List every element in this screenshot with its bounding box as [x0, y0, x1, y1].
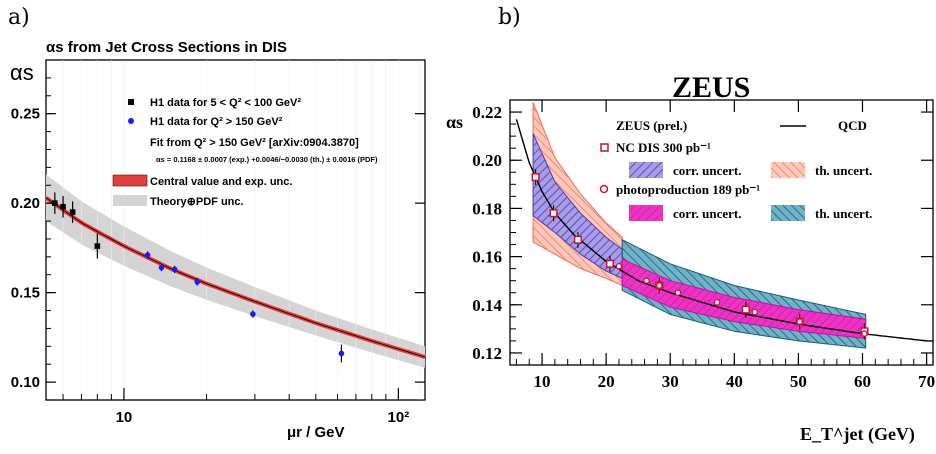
- b-ytick-label: 0.14: [472, 296, 502, 315]
- b-ytick-label: 0.22: [472, 103, 502, 122]
- b-ytick-label: 0.16: [472, 248, 502, 267]
- b-legend-nc: NC DIS 300 pb⁻¹: [616, 140, 711, 155]
- b-legend-qcd: QCD: [838, 118, 867, 133]
- b-php-point: [861, 330, 868, 337]
- b-xtick-label: 20: [598, 372, 615, 391]
- a-point-high: [194, 279, 201, 285]
- b-points-layer: [531, 169, 869, 340]
- a-ticks-layer: 0.10 0.15 0.20 0.25 10 10²: [11, 77, 425, 426]
- a-legend-theory: Theory⊕PDF unc.: [150, 196, 244, 208]
- b-bands-layer: [532, 102, 867, 349]
- a-ytick-label: 0.10: [11, 374, 40, 391]
- b-xtick-label: 60: [854, 372, 871, 391]
- panel-a: a) αs from Jet Cross Sections in DIS 0.1…: [8, 5, 426, 441]
- a-legend-fit-title: Fit from Q² > 150 GeV² [arXiv:0904.3870]: [150, 137, 359, 149]
- b-nc-point: [549, 209, 558, 218]
- b-ticks-layer: 0.12 0.14 0.16 0.18 0.20 0.22 10 20 30 40 50 60 70: [472, 100, 935, 391]
- a-point-low: [69, 209, 76, 215]
- b-legend-header: ZEUS (prel.): [616, 118, 687, 133]
- b-nc-point: [605, 259, 615, 268]
- b-legend-nc-th: th. uncert.: [815, 163, 872, 178]
- a-legend-marker-low: [128, 99, 134, 105]
- b-php-point: [713, 299, 721, 306]
- b-php-point: [643, 277, 650, 284]
- a-ylabel: αs: [10, 60, 34, 85]
- b-php-point: [796, 318, 803, 325]
- b-nc-point: [573, 235, 582, 244]
- a-xlabel: μr / GeV: [287, 424, 345, 441]
- a-legend-marker-high: [128, 118, 134, 124]
- b-legend-nc-corr: corr. uncert.: [673, 163, 741, 178]
- b-xtick-label: 30: [662, 372, 679, 391]
- a-fit-curve-layer: [44, 196, 426, 360]
- a-point-low: [94, 243, 101, 249]
- b-php-point: [615, 262, 623, 270]
- b-legend-php: photoproduction 189 pb⁻¹: [616, 182, 760, 197]
- b-ylabel: αs: [446, 112, 463, 132]
- b-ytick-label: 0.20: [472, 151, 502, 170]
- b-legend-php-corr-swatch: [629, 205, 663, 221]
- b-legend-nc-marker: [600, 143, 609, 152]
- b-nc-point: [741, 305, 750, 314]
- a-point-high: [144, 252, 151, 258]
- a-ytick-label: 0.20: [11, 195, 40, 212]
- a-ytick-label: 0.15: [11, 285, 40, 302]
- b-xlabel: E_T^jet (GeV): [800, 424, 915, 445]
- a-point-high: [171, 266, 178, 273]
- b-legend-php-marker: [599, 184, 609, 194]
- b-php-point: [656, 282, 663, 289]
- b-legend-nc-corr-swatch: [629, 162, 663, 178]
- a-legend-fit-formula: αs = 0.1168 ± 0.0007 (exp.) +0.0046/−0.0…: [156, 155, 378, 164]
- b-ytick-label: 0.18: [472, 199, 502, 218]
- a-legend: H1 data for 5 < Q² < 100 GeV² H1 data fo…: [112, 97, 378, 208]
- a-point-high: [158, 264, 165, 271]
- panel-a-title: αs from Jet Cross Sections in DIS: [46, 39, 287, 56]
- b-xtick-label: 10: [534, 372, 551, 391]
- a-xtick-label: 10: [116, 409, 133, 426]
- panel-a-label: a): [8, 5, 30, 30]
- a-legend-central: Central value and exp. unc.: [150, 176, 292, 188]
- a-xtick-label: 10²: [388, 409, 410, 426]
- a-point-high: [250, 311, 256, 317]
- b-legend-php-th-swatch: [771, 205, 805, 221]
- a-theory-band: [46, 174, 425, 368]
- b-xtick-label: 40: [726, 372, 743, 391]
- b-ytick-label: 0.12: [472, 344, 502, 363]
- a-central-value-line: [45, 197, 426, 358]
- b-legend: ZEUS (prel.) QCD NC DIS 300 pb⁻¹ corr. u…: [599, 118, 872, 221]
- panel-b: b) ZEUS 0.12 0.14 0.16 0.18 0.20 0.22 10 20 30 40…: [446, 5, 935, 445]
- b-xtick-label: 50: [790, 372, 807, 391]
- b-php-point: [751, 308, 759, 316]
- a-point-high: [338, 350, 345, 357]
- b-xtick-label: 70: [918, 372, 935, 391]
- a-legend-theory-swatch: [113, 195, 147, 206]
- panel-b-title: ZEUS: [672, 71, 750, 104]
- a-point-low: [60, 203, 66, 210]
- a-ytick-label: 0.25: [11, 106, 40, 123]
- panel-b-label: b): [498, 5, 521, 30]
- a-theory-band-layer: [46, 174, 425, 368]
- b-nc-point: [531, 173, 540, 182]
- a-legend-central-swatch: [112, 174, 148, 187]
- a-legend-low: H1 data for 5 < Q² < 100 GeV²: [150, 97, 301, 109]
- a-legend-high: H1 data for Q² > 150 GeV²: [150, 116, 283, 128]
- b-php-point: [674, 289, 682, 296]
- b-php-corr-band: [621, 258, 867, 340]
- b-legend-nc-th-swatch: [771, 162, 805, 178]
- b-legend-php-th: th. uncert.: [815, 206, 872, 221]
- b-legend-php-corr: corr. uncert.: [673, 206, 741, 221]
